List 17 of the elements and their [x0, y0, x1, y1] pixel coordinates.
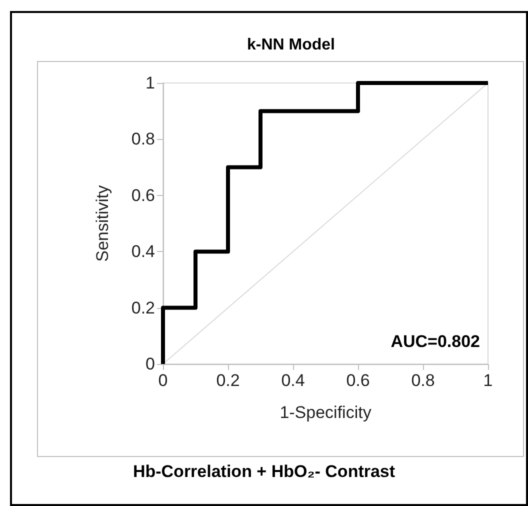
- y-tick-label: 0.2: [131, 298, 155, 318]
- y-tick-label: 1: [146, 74, 155, 92]
- x-tick-label: 0.4: [281, 371, 305, 390]
- chart-title: k-NN Model: [247, 36, 335, 54]
- x-tick-label: 0.2: [216, 371, 240, 390]
- y-tick-label: 0: [146, 354, 155, 374]
- text: Hb-Correlation + HbO₂- Contrast: [132, 462, 396, 481]
- x-axis-title: 1-Specificity: [280, 403, 372, 422]
- x-tick-label: 0.8: [411, 371, 435, 390]
- x-tick-label: 0: [158, 371, 168, 390]
- y-axis-title: Sensitivity: [93, 184, 112, 262]
- x-tick-label: 1: [483, 371, 493, 390]
- x-tick-label: 0.6: [346, 371, 370, 390]
- annotation: AUC=0.802: [390, 332, 480, 351]
- y-tick-label: 0.4: [131, 242, 155, 262]
- y-tick-label: 0.8: [131, 130, 155, 149]
- y-tick-label: 0.6: [131, 186, 155, 205]
